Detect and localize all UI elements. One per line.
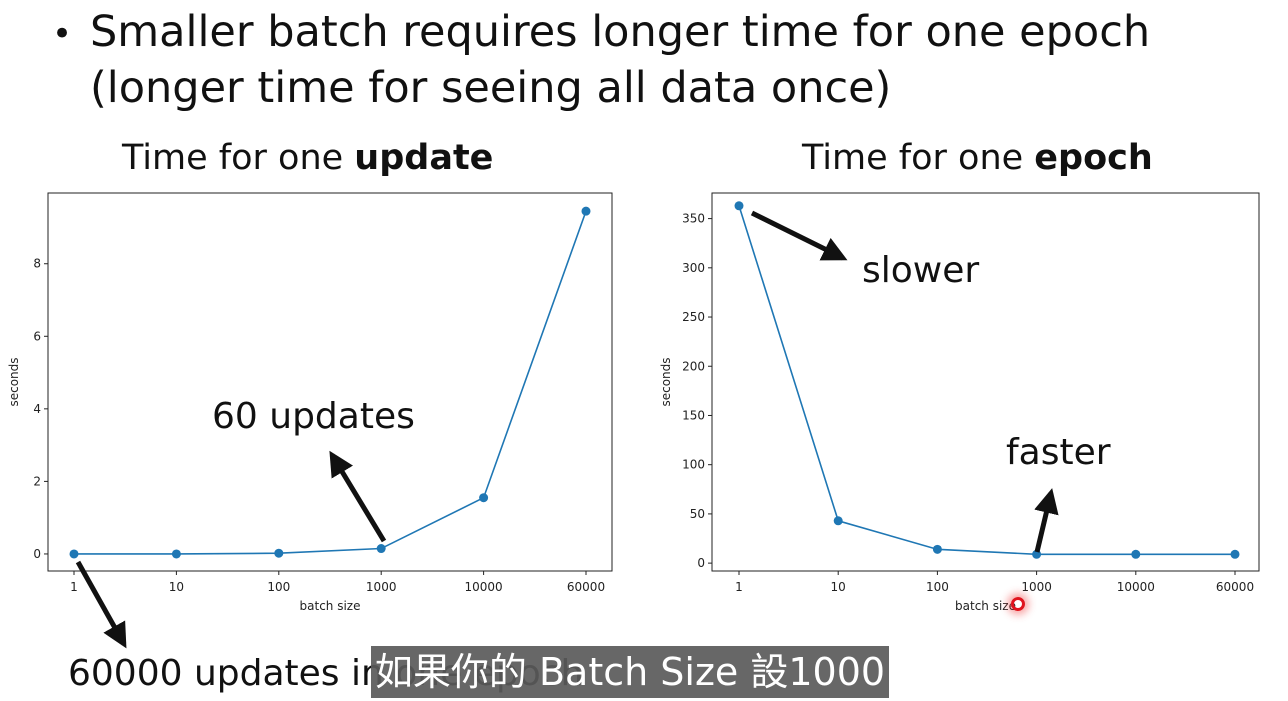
arrow-60000-updates xyxy=(75,560,127,649)
data-point xyxy=(274,548,284,558)
x-tick-label: 1000 xyxy=(1021,580,1052,594)
x-tick-label: 1 xyxy=(735,580,743,594)
x-tick-label: 60000 xyxy=(1216,580,1254,594)
data-point xyxy=(581,206,591,216)
x-tick-label: 1000 xyxy=(366,580,397,594)
y-tick-label: 6 xyxy=(33,329,41,343)
bullet-line-1: • Smaller batch requires longer time for… xyxy=(52,6,1150,58)
data-point xyxy=(69,549,79,559)
y-tick-label: 4 xyxy=(33,402,41,416)
data-point xyxy=(1131,549,1141,559)
data-point xyxy=(376,544,386,554)
x-tick-label: 10 xyxy=(169,580,184,594)
y-tick-label: 250 xyxy=(682,310,705,324)
chart-title-update: Time for one update xyxy=(122,138,493,178)
data-point xyxy=(932,544,942,554)
annotation-60-updates: 60 updates xyxy=(212,396,415,437)
y-tick-label: 100 xyxy=(682,458,705,472)
x-tick-label: 1 xyxy=(70,580,78,594)
data-point xyxy=(833,516,843,526)
y-tick-label: 8 xyxy=(33,257,41,271)
data-point xyxy=(479,493,489,503)
y-axis-label: seconds xyxy=(659,357,673,406)
bullet-symbol: • xyxy=(52,14,73,54)
data-point xyxy=(1230,549,1240,559)
x-tick-label: 100 xyxy=(267,580,290,594)
plot-frame xyxy=(711,192,1260,572)
x-axis-label: batch size xyxy=(955,599,1016,613)
chart-epoch-time: 0 50 100 150 200 250 300 350 1 10 100 1000 10000 6000… xyxy=(659,192,1260,613)
y-tick-label: 150 xyxy=(682,408,705,422)
chart-update-time: 0 2 4 6 8 1 10 100 1000 10000 60000 batch size secon… xyxy=(7,192,613,613)
video-subtitle: 如果你的 Batch Size 設1000 xyxy=(371,646,889,698)
arrow-60-updates xyxy=(329,450,387,543)
annotation-arrows xyxy=(75,210,1059,649)
data-point xyxy=(734,201,744,211)
series-line xyxy=(738,205,1235,556)
data-point xyxy=(171,549,181,559)
chart-title-prefix: Time for one xyxy=(802,138,1035,178)
y-tick-label: 50 xyxy=(690,507,705,521)
annotation-faster: faster xyxy=(1006,432,1111,473)
x-axis-label: batch size xyxy=(300,599,361,613)
chart-title-epoch: Time for one epoch xyxy=(802,138,1153,178)
x-tick-label: 60000 xyxy=(567,580,605,594)
y-tick-label: 300 xyxy=(682,261,705,275)
chart-title-prefix: Time for one xyxy=(122,138,355,178)
y-tick-label: 0 xyxy=(697,556,705,570)
x-tick-label: 100 xyxy=(926,580,949,594)
y-tick-label: 2 xyxy=(33,474,41,488)
x-tick-label: 10 xyxy=(831,580,846,594)
y-tick-label: 200 xyxy=(682,359,705,373)
y-tick-label: 350 xyxy=(682,212,705,226)
arrow-slower xyxy=(750,210,848,261)
y-axis-label: seconds xyxy=(7,357,21,406)
chart-title-bold: update xyxy=(354,138,494,178)
y-tick-label: 0 xyxy=(33,547,41,561)
x-tick-label: 10000 xyxy=(1117,580,1155,594)
cursor-highlight-icon xyxy=(1011,597,1025,611)
bullet-text-1: Smaller batch requires longer time for o… xyxy=(90,7,1151,57)
arrow-faster xyxy=(1034,488,1059,553)
plot-frame xyxy=(47,192,613,572)
chart-title-bold: epoch xyxy=(1034,138,1153,178)
annotation-slower: slower xyxy=(862,250,980,291)
x-tick-label: 10000 xyxy=(465,580,503,594)
bullet-line-2: (longer time for seeing all data once) xyxy=(90,63,892,113)
series-line xyxy=(74,210,587,555)
